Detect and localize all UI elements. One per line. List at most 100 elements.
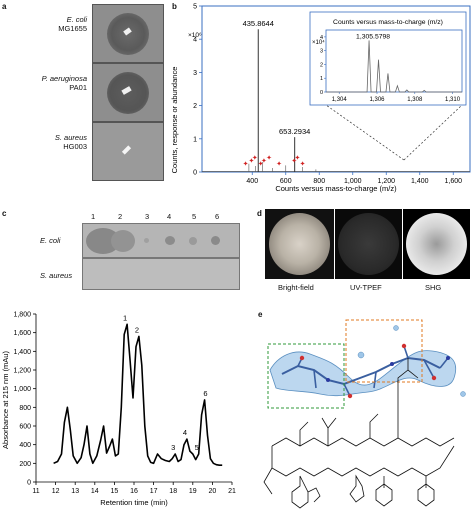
peak-label-435: 435.8644: [243, 19, 274, 28]
spot-4: [165, 236, 175, 245]
antibiotic-spot: [121, 145, 132, 155]
strain-id: MG1655: [58, 24, 87, 33]
saureus-lawn: [82, 258, 240, 290]
inset-peak-label: 1,305.5798: [356, 33, 390, 40]
side-chain-his: [349, 474, 365, 503]
isotope-marker: ✦: [258, 160, 264, 168]
label-bright-field: Bright-field: [278, 283, 314, 292]
x-tick-label: 1,600: [444, 178, 462, 185]
side-chains: [297, 345, 449, 397]
x-tick-label: 21: [228, 488, 236, 495]
peak-label: 4: [183, 428, 187, 437]
x-tick-label: 18: [169, 488, 177, 495]
x-tick-label: 20: [209, 488, 217, 495]
y-tick-label: 1,400: [13, 349, 31, 356]
peak-label: 6: [203, 389, 207, 398]
x-tick-label: 1,200: [377, 178, 395, 185]
y-tick-label: 5: [193, 4, 197, 11]
x-tick-label: 600: [280, 178, 292, 185]
x-tick-label: 13: [71, 488, 79, 495]
x-tick-label: 12: [52, 488, 60, 495]
inset-peaks: [326, 40, 462, 93]
y-axis-label: Absorbance at 215 nm (mAu): [1, 351, 10, 449]
panel-letter-d: d: [257, 209, 262, 218]
zoom-line-right: [403, 104, 463, 161]
y-tick-label: 3: [193, 70, 197, 77]
x-tick-label: 400: [246, 178, 258, 185]
peak-label-653: 653.2934: [279, 127, 310, 136]
inset-y-tick-label: 4: [320, 35, 323, 41]
y-tick-label: 2: [193, 103, 197, 110]
structure-panel: [263, 319, 466, 509]
inset-x-tick-label: 1,304: [332, 97, 348, 103]
oxygen-atom: [299, 355, 305, 361]
side-chain-phe: [417, 476, 435, 507]
strain-id: PA01: [69, 83, 87, 92]
column-number-2: 2: [118, 212, 123, 221]
y-tick-label: 1,600: [13, 330, 31, 337]
inset-spectrum-trace: [326, 40, 462, 93]
x-tick-label: 1,000: [344, 178, 362, 185]
y-tick-label: 1,000: [13, 386, 31, 393]
plate-image-2: [92, 63, 164, 122]
side-chain-tyr: [375, 476, 393, 507]
panel-letter-a: a: [2, 2, 7, 11]
inset-y-tick-label: 1: [320, 76, 323, 82]
inset-y-tick-label: 2: [320, 62, 323, 68]
label-shg: SHG: [425, 283, 442, 292]
nitrogen-atom: [446, 356, 450, 360]
x-tick-label: 1,400: [411, 178, 429, 185]
water-density: [357, 351, 365, 359]
x-axis-label: Counts versus mass-to-charge (m/z): [275, 184, 397, 193]
peak-labels: 12 345 6: [123, 313, 208, 452]
column-number-1: 1: [91, 212, 96, 221]
x-tick-label: 19: [189, 488, 197, 495]
bright-field-disc: [269, 213, 330, 275]
oxygen-atom: [347, 393, 353, 399]
isotope-marker: ✦: [266, 154, 272, 162]
x-axis-label: Retention time (min): [100, 498, 168, 507]
strain-label-3: S. aureus HG003: [2, 133, 87, 151]
panel-letter-c: c: [2, 209, 7, 218]
ecoli-lawn: [82, 223, 240, 258]
inset-exponent-label: ×10⁴: [312, 39, 325, 46]
strain-label-2: P. aeruginosa PA01: [2, 74, 87, 92]
isotope-marker: ✦: [300, 160, 306, 168]
oxygen-atom: [431, 375, 437, 381]
water-density: [460, 391, 466, 397]
electron-density-map: [269, 325, 466, 399]
x-tick-label: 15: [111, 488, 119, 495]
inset-y-tick-label: 0: [320, 90, 323, 96]
inset-x-tick-label: 1,306: [369, 97, 385, 103]
strain-label-1: E. coli MG1655: [2, 15, 87, 33]
spot-3: [144, 238, 149, 243]
x-tick-label: 17: [150, 488, 158, 495]
nitrogen-atom: [390, 362, 394, 366]
inset-frame: [309, 11, 467, 106]
x-ticks: 400 600 800 1,000 1,200 1,400 1,600: [246, 172, 462, 185]
peptide-backbone-top: [271, 437, 455, 447]
isotope-marker: ✦: [276, 160, 282, 168]
zoom-line-left: [325, 104, 405, 161]
isotope-marker: ✦: [248, 157, 254, 165]
panel-letter-e: e: [258, 310, 263, 319]
peak-label: 2: [135, 325, 139, 334]
green-highlight-box: [267, 343, 345, 409]
y-tick-label: 4: [193, 37, 197, 44]
x-tick-label: 800: [313, 178, 325, 185]
x-tick-label: 11: [32, 488, 39, 495]
x-tick-label: 16: [130, 488, 138, 495]
oxygen-atom: [401, 343, 407, 349]
isotope-marker: ✦: [295, 154, 301, 162]
label-uv-tpef: UV-TPEF: [350, 283, 382, 292]
isotope-marker: ✦: [291, 157, 297, 165]
column-number-6: 6: [215, 212, 220, 221]
isotope-marker: ✦: [261, 157, 267, 165]
plate-image-3: [92, 122, 164, 181]
plate-image-1: [92, 4, 164, 63]
y-axis-label: Counts, response or abundance: [170, 67, 179, 174]
isotope-marker: ✦: [243, 160, 249, 168]
peak-label: 3: [171, 443, 175, 452]
y-tick-label: 0: [193, 170, 197, 177]
peptide-backbone-bottom: [271, 445, 455, 477]
